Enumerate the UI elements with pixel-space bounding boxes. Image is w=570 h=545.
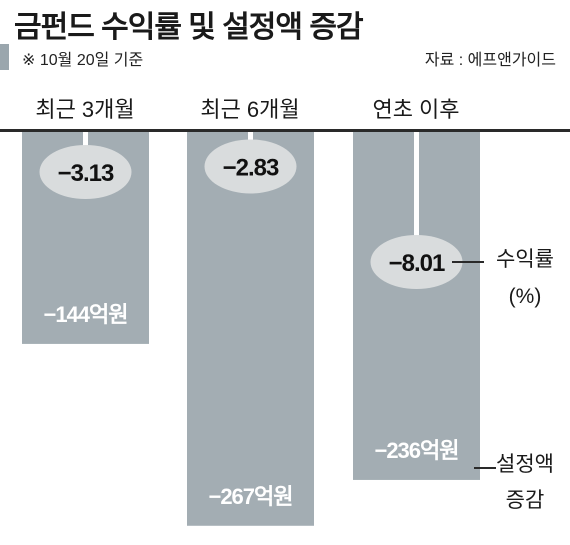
flow-value-label-1: −267억원 [208, 484, 292, 509]
legend-flow-label-1: 설정액 [496, 453, 554, 476]
bar-1 [187, 131, 314, 526]
return-bubble-1 [204, 139, 297, 194]
category-label-0: 최근 3개월 [35, 97, 135, 122]
legend-flow-label-2: 증감 [505, 489, 545, 512]
legend-return-unit: (%) [508, 285, 542, 308]
legend-return-label: 수익률 [496, 248, 554, 271]
baseline-axis [0, 129, 570, 132]
category-label-1: 최근 6개월 [200, 97, 300, 122]
return-bubble-2 [370, 235, 463, 289]
flow-value-label-2: −236억원 [374, 438, 458, 463]
return-value-label-2: −8.01 [389, 250, 445, 277]
date-note: ※ 10월 20일 기준 [22, 52, 144, 69]
return-value-label-0: −3.13 [58, 160, 114, 187]
accent-bar [0, 44, 9, 70]
source-label: 자료 : 에프앤가이드 [424, 52, 556, 69]
flow-value-label-0: −144억원 [43, 302, 127, 327]
category-label-2: 연초 이후 [372, 97, 460, 122]
return-value-label-1: −2.83 [223, 154, 279, 181]
chart-title: 금펀드 수익률 및 설정액 증감 [14, 11, 364, 44]
return-bubble-0 [39, 145, 132, 199]
